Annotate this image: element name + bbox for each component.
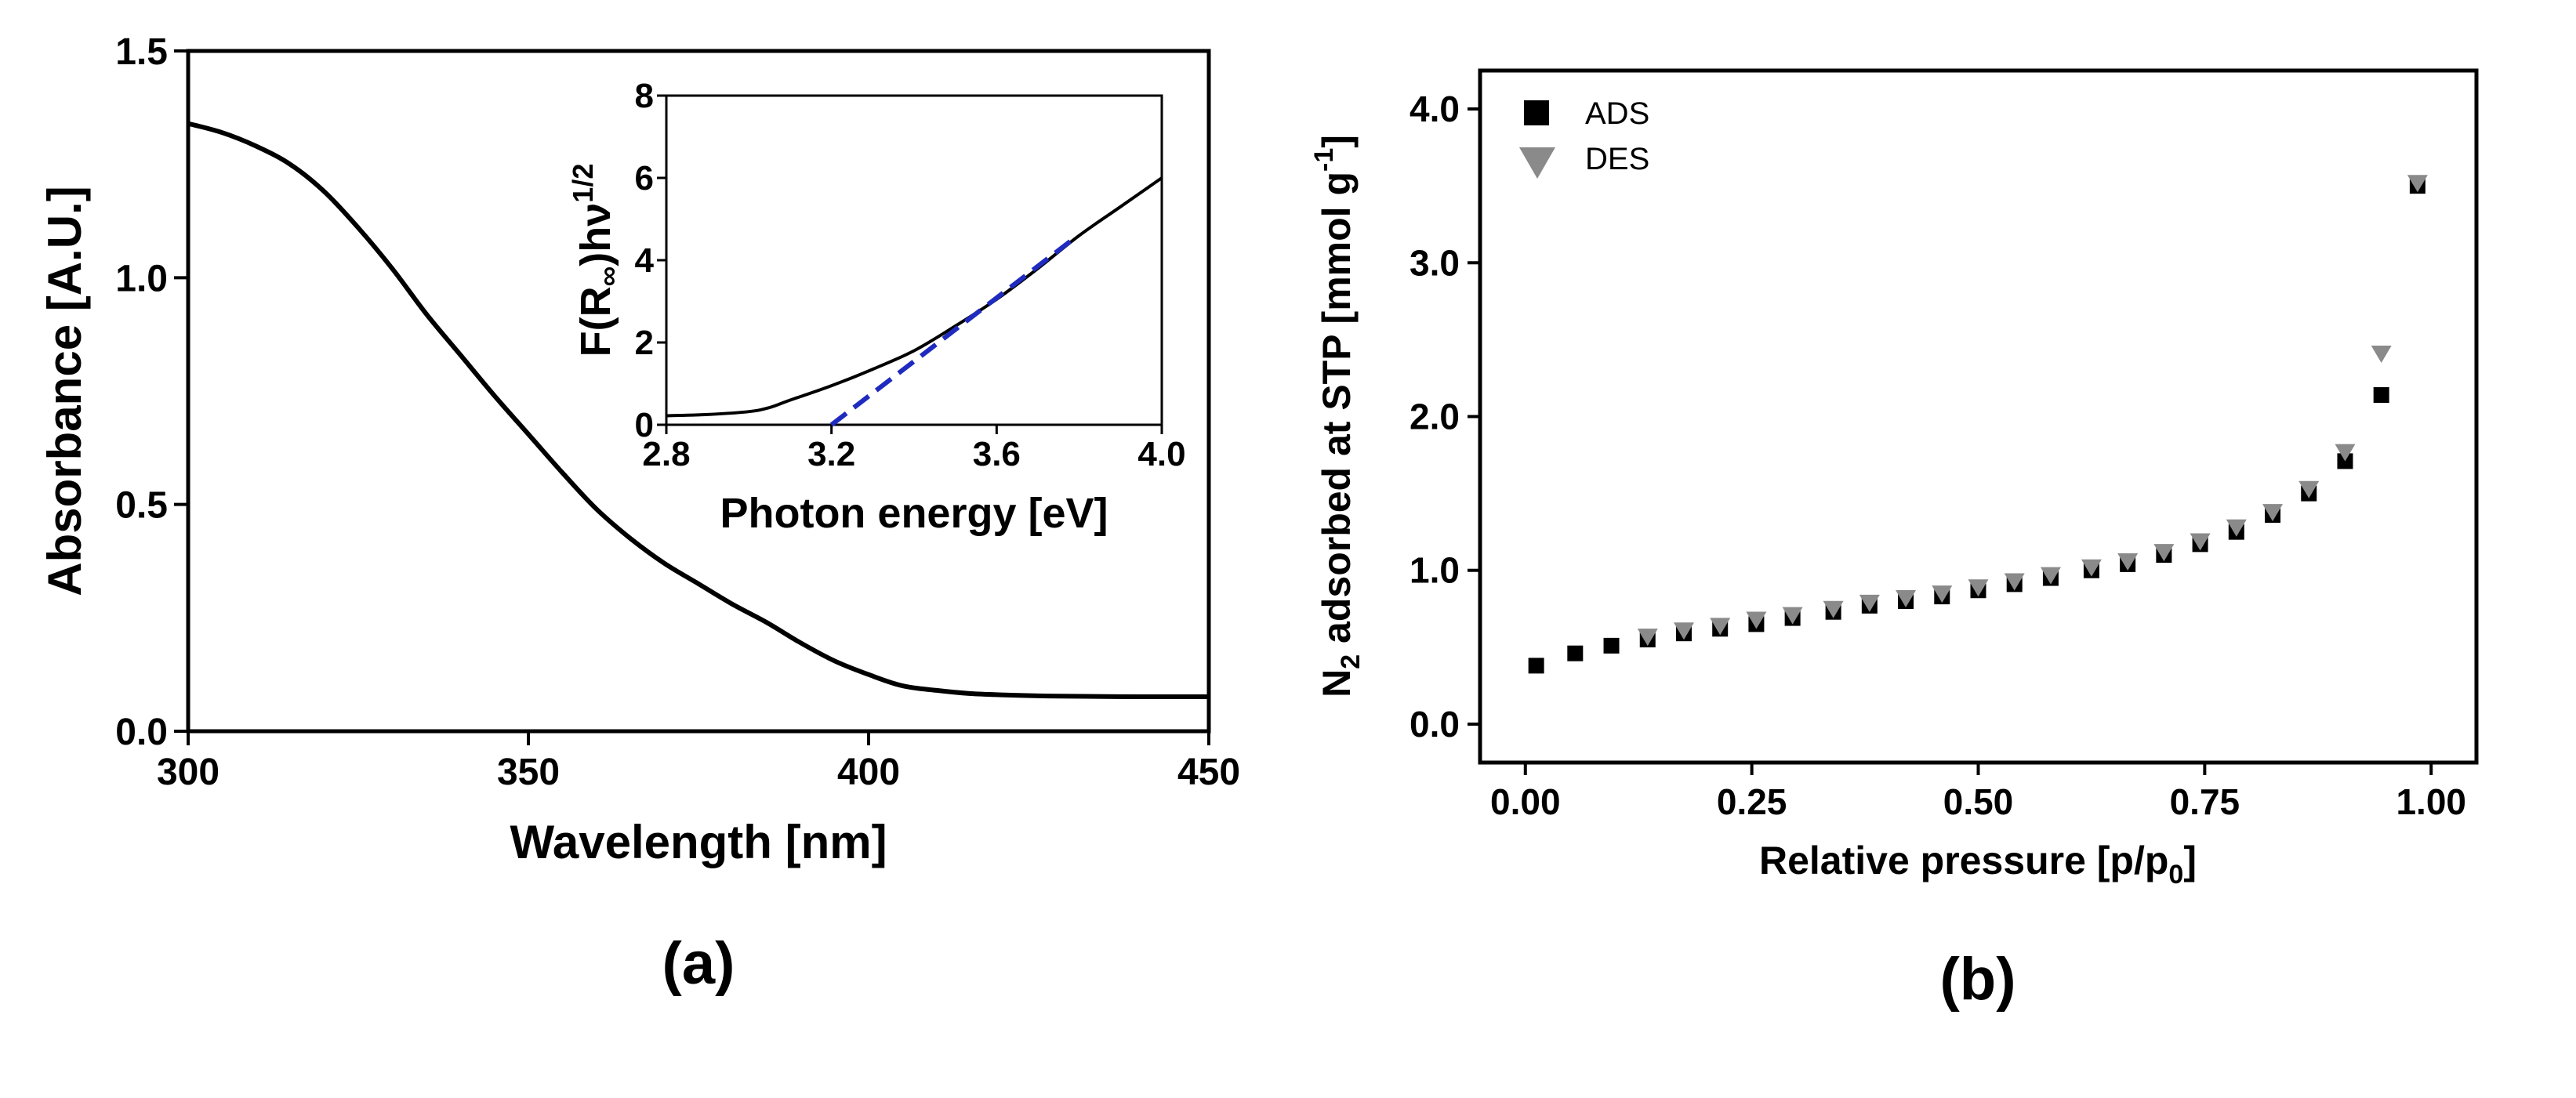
panel-a-y-tick-label: 0.5 bbox=[115, 485, 168, 527]
legend-ads-marker bbox=[1524, 100, 1549, 125]
inset-y-tick-label: 4 bbox=[635, 241, 655, 280]
panel-a-x-tick-label: 400 bbox=[837, 752, 900, 793]
inset-linear-fit-line bbox=[829, 235, 1077, 427]
panel-b-y-tick-label: 4.0 bbox=[1410, 89, 1460, 129]
panel-a-inset-chart: 2.8 3.2 3.6 4.0 0 2 4 6 8 Photon energy [eV] F(R… bbox=[567, 77, 1186, 537]
inset-x-tick-label: 2.8 bbox=[642, 435, 690, 473]
panel-b-chart: 0.00 0.25 0.50 0.75 1.00 0.0 1.0 2.0 3.0 4.0 ADS … bbox=[1309, 68, 2479, 1013]
panel-a-plot-frame bbox=[186, 49, 1211, 734]
inset-y-title-mid: )hν bbox=[572, 203, 619, 266]
ads-data-point bbox=[2373, 387, 2389, 404]
panel-a-ticks bbox=[174, 49, 1210, 745]
panel-a-label: (a) bbox=[662, 930, 735, 997]
panel-b-x-title-end: ] bbox=[2183, 839, 2197, 882]
panel-a-y-tick-label: 1.0 bbox=[115, 258, 168, 299]
panel-b-x-axis-title: Relative pressure [p/p0] bbox=[1759, 839, 2197, 890]
panel-a-x-tick-label: 350 bbox=[497, 752, 560, 793]
inset-y-axis-title: F(R∞)hν1/2 bbox=[567, 164, 624, 357]
panel-b-y-tick-label: 1.0 bbox=[1410, 550, 1460, 591]
panel-b-x-tick-label: 0.75 bbox=[2170, 781, 2240, 822]
ads-data-point bbox=[1567, 645, 1584, 661]
legend-ads-label: ADS bbox=[1585, 96, 1649, 131]
legend-des-label: DES bbox=[1585, 142, 1649, 176]
des-data-point bbox=[1746, 611, 1767, 629]
inset-x-tick-label: 3.2 bbox=[807, 435, 855, 473]
ads-data-point bbox=[1603, 637, 1620, 654]
des-data-point bbox=[1932, 585, 1953, 603]
panel-a-tick-labels: 300 350 400 450 0.0 0.5 1.0 1.5 bbox=[115, 31, 1240, 793]
panel-b-y-title-end: ] bbox=[1315, 135, 1359, 148]
des-data-point bbox=[1637, 629, 1658, 647]
inset-y-title-sup: 1/2 bbox=[567, 164, 599, 203]
panel-a-y-tick-label: 1.5 bbox=[115, 31, 168, 73]
des-data-point bbox=[2298, 480, 2320, 498]
inset-x-axis-title: Photon energy [eV] bbox=[720, 490, 1108, 537]
panel-b-x-tick-label: 0.50 bbox=[1943, 781, 2014, 822]
inset-y-tick-label: 8 bbox=[635, 77, 654, 115]
panel-b-x-tick-label: 0.00 bbox=[1490, 781, 1561, 822]
panel-a-y-axis-title: Absorbance [A.U.] bbox=[38, 186, 91, 596]
des-data-point bbox=[2190, 533, 2211, 551]
panel-b-des-series bbox=[1637, 175, 2428, 647]
des-data-point bbox=[1896, 590, 1917, 608]
des-data-point bbox=[1710, 618, 1731, 636]
des-data-point bbox=[2081, 559, 2102, 577]
panel-b-y-tick-label: 0.0 bbox=[1410, 704, 1460, 745]
inset-y-title-sub: ∞ bbox=[592, 266, 624, 287]
panel-b-y-title-main: adsorbed at STP [mmol g bbox=[1315, 172, 1359, 654]
inset-y-tick-label: 0 bbox=[635, 406, 654, 444]
panel-b-x-title-sub: 0 bbox=[2168, 860, 2183, 890]
des-data-point bbox=[1968, 579, 1989, 597]
inset-y-tick-label: 2 bbox=[635, 324, 654, 362]
des-data-point bbox=[2117, 553, 2139, 571]
inset-y-title-main: F(R bbox=[572, 286, 619, 357]
inset-y-tick-label: 6 bbox=[635, 159, 654, 197]
panel-a-chart: 300 350 400 450 0.0 0.5 1.0 1.5 Wavelength [nm]… bbox=[38, 31, 1240, 997]
panel-a-x-tick-label: 450 bbox=[1177, 752, 1240, 793]
panel-b-y-title-sup: -1 bbox=[1309, 148, 1339, 172]
panel-b-tick-labels: 0.00 0.25 0.50 0.75 1.00 0.0 1.0 2.0 3.0 4.0 bbox=[1410, 89, 2466, 822]
panel-b-ticks bbox=[1468, 107, 2433, 775]
des-data-point bbox=[2040, 567, 2061, 585]
panel-b-y-title-sub: 2 bbox=[1336, 654, 1366, 669]
des-data-point bbox=[2262, 504, 2284, 522]
panel-b-y-title-pre: N bbox=[1315, 669, 1359, 698]
panel-b-y-tick-label: 2.0 bbox=[1410, 397, 1460, 437]
panel-b-legend: ADS DES bbox=[1519, 96, 1649, 179]
panel-a-x-tick-label: 300 bbox=[157, 752, 220, 793]
inset-tick-labels: 2.8 3.2 3.6 4.0 0 2 4 6 8 bbox=[635, 77, 1186, 473]
panel-b-ads-series bbox=[1528, 178, 2425, 674]
des-data-point bbox=[2407, 175, 2428, 193]
des-data-point bbox=[2226, 519, 2247, 537]
inset-x-tick-label: 3.6 bbox=[973, 435, 1021, 473]
panel-b-label: (b) bbox=[1939, 946, 2015, 1013]
des-data-point bbox=[2004, 573, 2025, 591]
des-data-point bbox=[2335, 444, 2356, 462]
des-data-point bbox=[2153, 544, 2175, 562]
inset-x-tick-label: 4.0 bbox=[1137, 435, 1185, 473]
legend-des-marker bbox=[1519, 147, 1555, 179]
panel-a-absorbance-curve bbox=[187, 121, 1210, 700]
des-data-point bbox=[1782, 607, 1803, 625]
des-data-point bbox=[2371, 346, 2392, 364]
panel-b-y-tick-label: 3.0 bbox=[1410, 242, 1460, 283]
panel-b-x-title-main: Relative pressure [p/p bbox=[1759, 839, 2168, 882]
panel-b-x-tick-label: 1.00 bbox=[2396, 781, 2466, 822]
panel-b-x-tick-label: 0.25 bbox=[1717, 781, 1787, 822]
inset-plot-frame bbox=[665, 94, 1163, 426]
panel-a-y-tick-label: 0.0 bbox=[115, 712, 168, 753]
des-data-point bbox=[1823, 600, 1844, 618]
des-data-point bbox=[1859, 594, 1880, 612]
inset-ticks bbox=[657, 94, 1163, 434]
des-data-point bbox=[1673, 622, 1694, 640]
panel-b-y-axis-title: N2 adsorbed at STP [mmol g-1] bbox=[1309, 135, 1366, 698]
ads-data-point bbox=[1528, 658, 1544, 674]
inset-kubelka-munk-curve bbox=[666, 176, 1163, 418]
panel-a-x-axis-title: Wavelength [nm] bbox=[510, 816, 887, 868]
